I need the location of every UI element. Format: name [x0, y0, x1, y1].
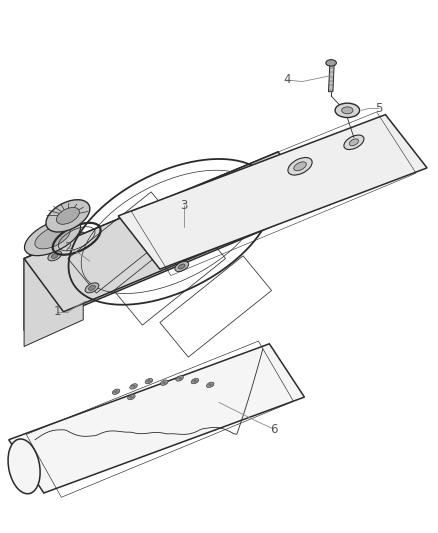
Ellipse shape — [141, 232, 148, 237]
Ellipse shape — [25, 219, 81, 256]
Polygon shape — [24, 152, 278, 330]
Ellipse shape — [88, 285, 95, 290]
Ellipse shape — [326, 60, 336, 66]
Ellipse shape — [51, 253, 58, 259]
Polygon shape — [118, 115, 427, 269]
Polygon shape — [328, 64, 334, 92]
Ellipse shape — [335, 103, 360, 117]
Ellipse shape — [48, 251, 62, 261]
Ellipse shape — [46, 200, 90, 232]
Ellipse shape — [57, 207, 79, 224]
Ellipse shape — [160, 380, 168, 385]
Ellipse shape — [266, 219, 273, 224]
Polygon shape — [24, 232, 83, 346]
Ellipse shape — [206, 382, 214, 387]
Ellipse shape — [130, 384, 138, 389]
Ellipse shape — [8, 439, 40, 494]
Ellipse shape — [344, 135, 364, 150]
Ellipse shape — [85, 283, 99, 293]
Ellipse shape — [262, 216, 276, 226]
Ellipse shape — [35, 225, 70, 249]
Ellipse shape — [231, 187, 238, 192]
Text: 4: 4 — [283, 74, 291, 86]
Ellipse shape — [127, 394, 135, 400]
Text: 6: 6 — [270, 423, 278, 435]
Ellipse shape — [191, 378, 199, 384]
Ellipse shape — [227, 184, 241, 194]
Ellipse shape — [145, 378, 153, 384]
Polygon shape — [24, 152, 318, 312]
Ellipse shape — [294, 162, 306, 171]
Ellipse shape — [176, 376, 184, 381]
Text: 1: 1 — [53, 305, 61, 318]
Text: 2: 2 — [64, 241, 72, 254]
Ellipse shape — [138, 230, 152, 239]
Ellipse shape — [175, 262, 189, 271]
Ellipse shape — [349, 139, 359, 146]
Text: 5: 5 — [375, 102, 382, 115]
Ellipse shape — [342, 107, 353, 114]
Polygon shape — [9, 344, 304, 493]
Ellipse shape — [178, 264, 185, 269]
Text: 3: 3 — [180, 199, 187, 212]
Ellipse shape — [288, 158, 312, 175]
Ellipse shape — [112, 389, 120, 394]
